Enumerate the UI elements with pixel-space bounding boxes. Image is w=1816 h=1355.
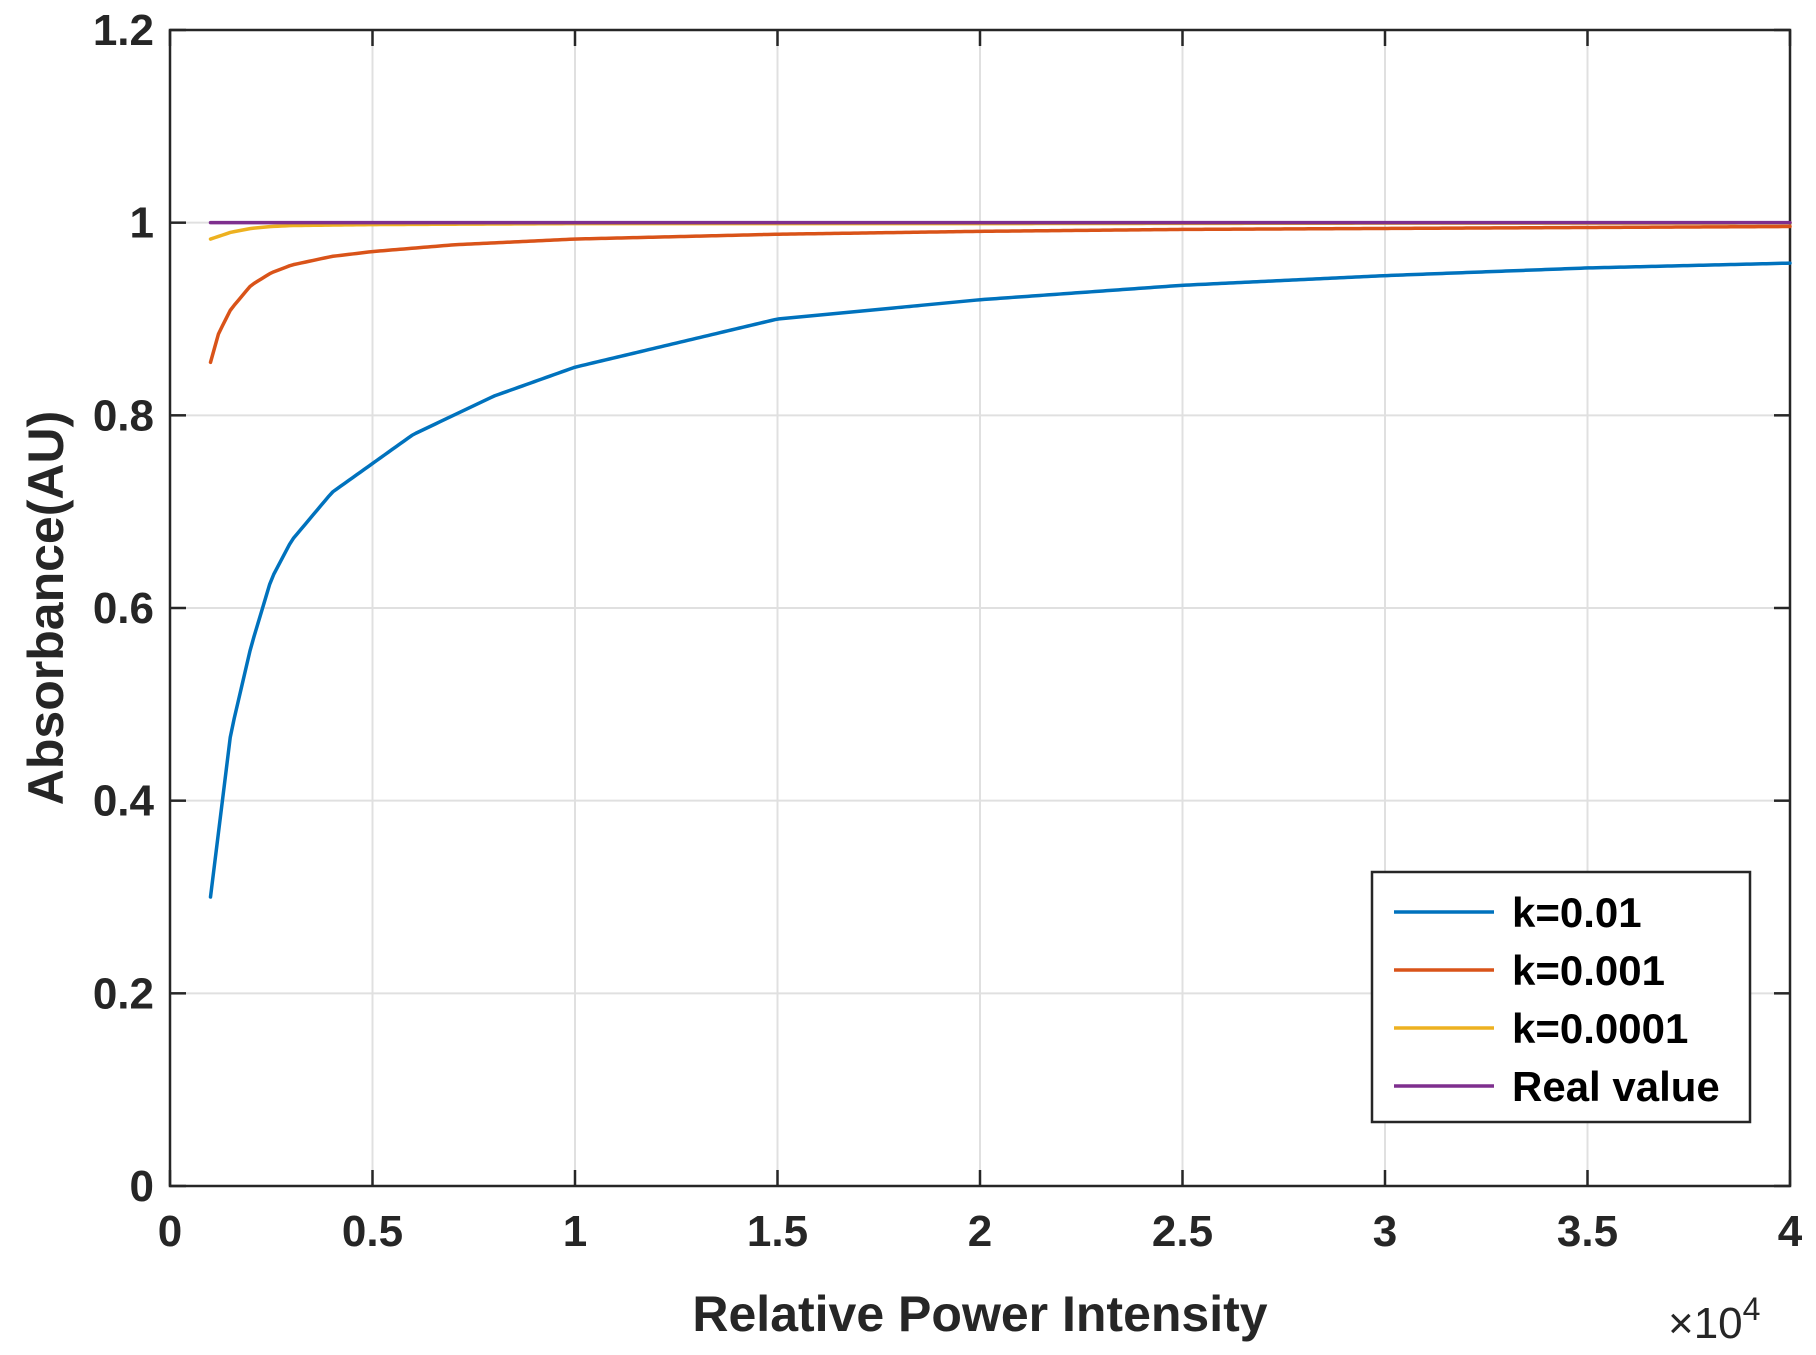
y-tick-label: 0.8 (93, 391, 154, 440)
x-tick-label: 0 (158, 1207, 182, 1256)
x-tick-label: 3 (1373, 1207, 1397, 1256)
x-tick-label: 3.5 (1557, 1207, 1618, 1256)
legend-label: k=0.01 (1512, 889, 1642, 936)
y-tick-label: 0 (130, 1162, 154, 1211)
legend-label: Real value (1512, 1063, 1720, 1110)
series-line-k-0-01 (208, 261, 1792, 899)
y-tick-label: 0.4 (93, 777, 155, 826)
x-axis-label: Relative Power Intensity (692, 1286, 1267, 1342)
tick-label-layer: 0 0.5 1 1.5 2 2.5 3 3.5 4 0 0.2 0.4 0.6 0.8 1 1.2 (93, 6, 1803, 1256)
legend-label: k=0.001 (1512, 947, 1665, 994)
legend-label: k=0.0001 (1512, 1005, 1688, 1052)
x-tick-label: 0.5 (342, 1207, 403, 1256)
x-axis-exponent-base: ×10 (1668, 1299, 1743, 1348)
x-tick-label: 4 (1778, 1207, 1803, 1256)
y-tick-label: 1.2 (93, 6, 154, 55)
x-axis-exponent-power: 4 (1743, 1291, 1761, 1327)
y-tick-label: 0.6 (93, 584, 154, 633)
x-axis-exponent: ×104 (1668, 1291, 1760, 1348)
legend: k=0.01 k=0.001 k=0.0001 Real value (1370, 870, 1752, 1124)
x-tick-label: 2 (968, 1207, 992, 1256)
x-tick-label: 1.5 (747, 1207, 808, 1256)
y-tick-label: 1 (130, 199, 154, 248)
y-axis-label: Absorbance(AU) (18, 411, 74, 805)
x-tick-label: 1 (563, 1207, 587, 1256)
x-tick-label: 2.5 (1152, 1207, 1213, 1256)
series-layer (208, 220, 1792, 899)
series-line-k-0-001 (208, 224, 1792, 365)
y-tick-label: 0.2 (93, 969, 154, 1018)
